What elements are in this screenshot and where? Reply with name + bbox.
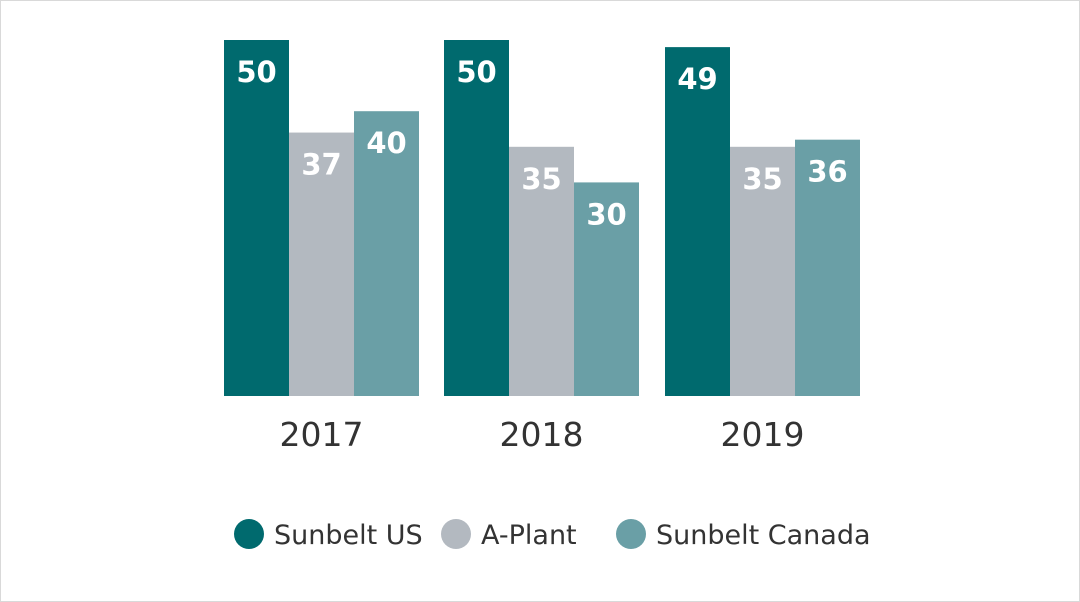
bar-2017-series-1: [289, 132, 354, 396]
bar-value-label: 50: [236, 55, 276, 89]
legend-label: A-Plant: [481, 520, 577, 551]
bar-value-label: 50: [456, 55, 496, 89]
x-tick-label: 2018: [500, 415, 584, 454]
bar-value-label: 36: [807, 155, 847, 189]
bar-2019-series-1: [730, 146, 795, 396]
bars-layer: [224, 40, 860, 397]
bar-2018-series-2: [574, 182, 639, 396]
legend-swatch: [616, 519, 646, 549]
bar-value-label: 49: [677, 62, 717, 96]
bar-value-labels: 50 37 40 50 35 30 49 35 36: [236, 55, 847, 231]
bar-2017-series-2: [354, 111, 419, 396]
bar-2019-series-0: [665, 47, 730, 397]
legend-swatch: [441, 519, 471, 549]
bar-2017-series-0: [224, 40, 289, 396]
legend-swatch: [234, 519, 264, 549]
bar-2018-series-1: [509, 146, 574, 396]
x-axis-tick-labels: 2017 2018 2019: [280, 415, 805, 454]
bar-value-label: 37: [301, 148, 341, 182]
bar-2018-series-0: [444, 40, 509, 396]
legend-label: Sunbelt US: [274, 520, 423, 551]
bar-value-label: 40: [366, 126, 406, 160]
x-tick-label: 2017: [280, 415, 364, 454]
bar-2019-series-2: [795, 139, 860, 396]
bar-value-label: 35: [521, 162, 561, 196]
bar-value-label: 30: [586, 197, 626, 231]
bar-value-label: 35: [742, 162, 782, 196]
legend-label: Sunbelt Canada: [656, 520, 871, 551]
x-tick-label: 2019: [721, 415, 805, 454]
legend: Sunbelt US A-Plant Sunbelt Canada: [234, 519, 871, 551]
